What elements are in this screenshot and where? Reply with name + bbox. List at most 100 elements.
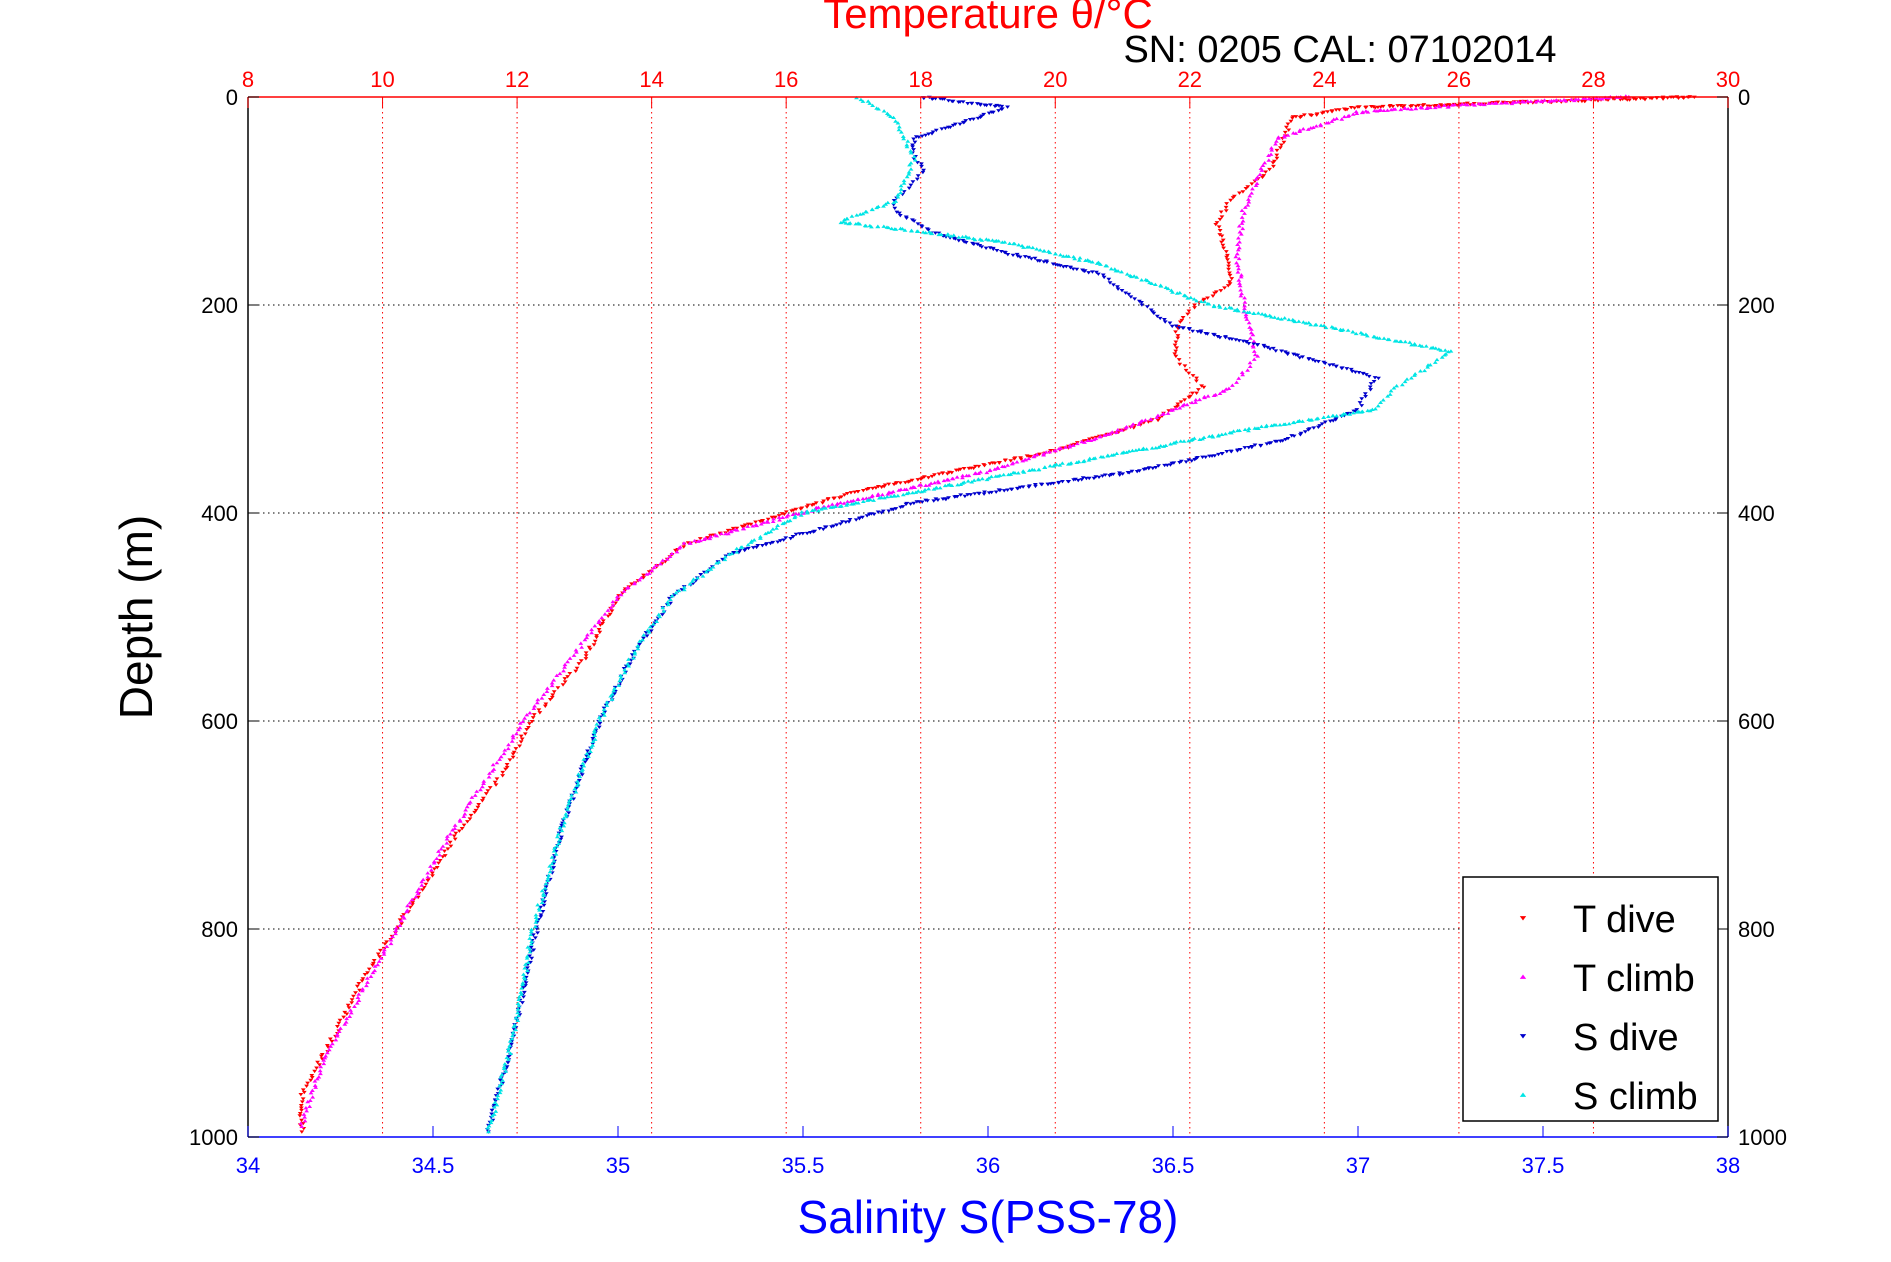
data-point [1242,304,1248,308]
data-point [1018,457,1024,461]
data-point [1363,105,1368,110]
data-point [562,662,568,667]
data-point [765,530,771,535]
data-point [1026,245,1032,249]
data-point [904,491,910,496]
data-point [1266,153,1271,158]
data-point [979,476,985,481]
data-point [445,847,451,851]
data-point [1252,426,1258,430]
data-point [1249,182,1255,186]
data-point [911,219,917,223]
data-point [649,625,655,629]
data-point [1102,473,1108,477]
data-point [1288,119,1294,124]
data-point [518,990,524,994]
data-point [641,573,646,578]
data-point [714,561,719,565]
data-point [820,501,826,505]
data-point [516,995,522,999]
data-point [452,826,458,831]
data-point [1186,309,1192,313]
data-point [1074,460,1080,465]
data-point [1329,109,1335,113]
data-point [1247,364,1253,369]
data-point [600,619,606,623]
data-point [1131,274,1137,278]
data-point [573,669,579,674]
data-point [1173,324,1179,328]
data-point [1341,107,1347,111]
data-point [1144,305,1150,309]
data-point [510,1033,516,1038]
data-point [559,828,565,833]
data-point [898,130,904,134]
data-point [1286,128,1292,132]
data-point [344,1016,350,1021]
data-point [381,950,387,954]
data-point [951,233,957,237]
data-point [1233,338,1239,342]
data-point [551,690,557,694]
data-point [983,246,989,251]
data-point [461,814,467,818]
data-point [431,867,437,871]
data-point [892,494,898,498]
data-point [1476,101,1482,106]
data-point [1095,272,1101,276]
data-point [1339,413,1345,417]
data-point [797,532,803,536]
data-point [1318,123,1324,128]
data-point [828,505,834,509]
data-point [757,519,763,524]
data-point [519,986,524,990]
data-point [734,526,740,531]
data-point [1333,326,1339,330]
data-point [542,886,548,890]
data-point [1441,103,1447,107]
data-point [545,876,551,880]
grid-layer [248,97,1728,1137]
data-point [804,511,810,515]
data-point [1154,415,1160,419]
data-point [1290,131,1296,135]
data-point [1558,98,1563,102]
data-point [1273,139,1279,143]
data-point [540,909,546,914]
data-point [1072,256,1078,261]
data-point [961,467,967,471]
data-point [390,934,396,939]
data-point [302,1115,308,1119]
bottom-tick-label: 35.5 [782,1153,825,1178]
data-point [1333,364,1339,369]
top-tick-label: 18 [908,67,932,92]
data-point [605,608,611,612]
data-point [502,748,508,752]
data-point [576,778,582,783]
data-point [681,587,687,592]
data-point [521,990,527,995]
data-point [529,927,534,931]
data-point [971,242,977,247]
data-point [300,1097,306,1101]
chart-title: Temperature θ/°C [823,0,1153,37]
data-point [986,238,992,242]
data-point [1319,111,1325,115]
data-point [1434,357,1440,362]
data-point [923,483,929,487]
data-point [1372,108,1377,113]
data-point [813,505,819,510]
data-point [456,829,462,833]
data-point [1228,198,1234,203]
data-point [1247,360,1253,365]
data-point [364,976,370,980]
data-point [1617,98,1623,102]
data-point [676,588,682,593]
data-point [518,740,524,744]
data-point [1237,240,1242,244]
data-point [923,230,929,235]
data-point [489,1112,495,1116]
data-point [870,103,876,108]
left-tick-label: 200 [201,293,238,318]
